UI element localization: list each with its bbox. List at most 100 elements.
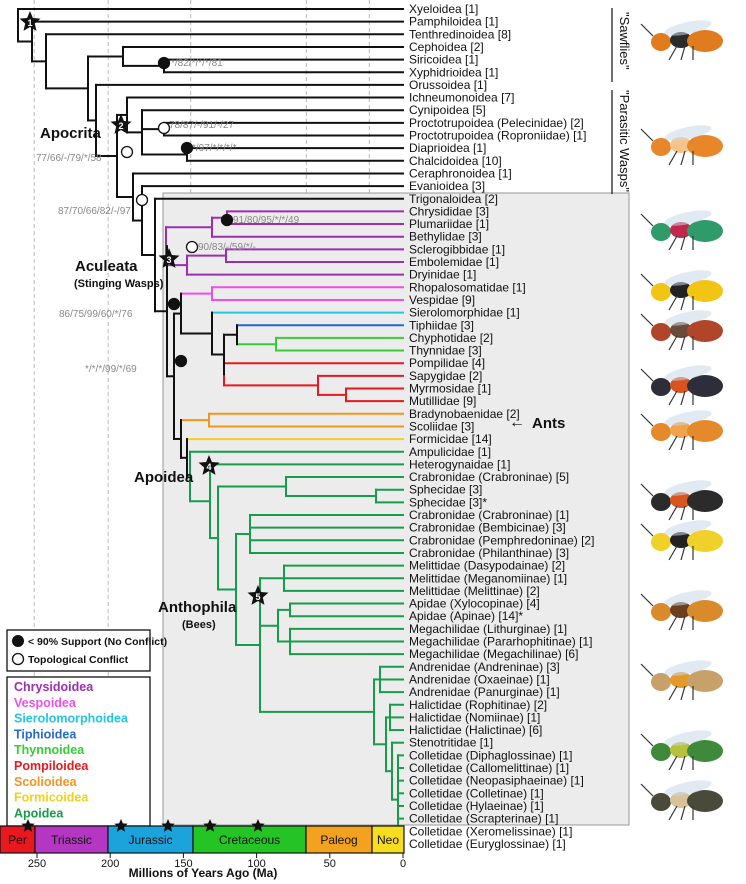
node-markers (120, 56, 234, 368)
taxon-label: Scoliidae [3] (409, 419, 474, 433)
taxon-label: Formicidae [14] (409, 432, 492, 446)
taxon-label: Myrmosidae [1] (409, 382, 491, 396)
taxon-label: Colletidae (Diphaglossinae) [1] (409, 748, 572, 762)
taxon-label: Melittidae (Dasypodainae) [2] (409, 559, 565, 573)
spider-wasp-photo (640, 365, 723, 406)
open-node-icon (11, 652, 25, 666)
superfamily-legend-item: Thynnoidea (14, 743, 85, 757)
geologic-timescale: Per Triassic Jurassic Cretaceous Paleog Neo 25… (0, 819, 406, 870)
support-value: 77/66/-/79/*/58 (36, 153, 102, 164)
taxon-label: Halictidae (Halictinae) [6] (409, 723, 542, 737)
taxon-label: Ceraphronoidea [1] (409, 166, 512, 180)
taxon-label: Siricoidea [1] (409, 53, 478, 67)
taxon-label: Sierolomorphidae [1] (409, 306, 520, 320)
period-label: Triassic (51, 833, 92, 847)
filled-node (157, 56, 171, 70)
taxon-label: Colletidae (Hylaeinae) [1] (409, 799, 544, 813)
legend-filled-label: < 90% Support (No Conflict) (28, 636, 167, 648)
superfamily-legend-item: Scolioidea (14, 775, 78, 789)
taxon-label: Crabronidae (Crabroninae) [5] (409, 470, 569, 484)
star-number: 2 (118, 121, 123, 131)
superfamily-legend-item: Tiphioidea (14, 727, 77, 741)
clade-label-anthophila: Anthophila (158, 599, 237, 616)
node-legend: < 90% Support (No Conflict) Topological … (6, 629, 167, 672)
open-node (120, 145, 134, 159)
timescale-star-icon (114, 819, 128, 832)
clade-sublabel-aculeata: (Stinging Wasps) (74, 278, 164, 290)
open-node (185, 240, 199, 254)
taxon-label: Crabronidae (Philanthinae) [3] (409, 546, 569, 560)
mining-bee-photo (640, 660, 723, 701)
cellophane-bee-photo (640, 780, 723, 821)
period-segment (371, 825, 405, 854)
support-value: */*/*/99/*/69 (85, 364, 137, 375)
taxon-label: Megachilidae (Megachilinae) [6] (409, 647, 578, 661)
axis-tick-label: 200 (101, 858, 119, 870)
taxon-label: Andrenidae (Oxaeinae) [1] (409, 672, 550, 686)
bumble-bee-photo (640, 590, 723, 631)
filled-node (220, 213, 234, 227)
taxon-label: Bradynobaenidae [2] (409, 407, 520, 421)
taxon-label: Dryinidae [1] (409, 268, 476, 282)
taxon-label: Apidae (Xylocopinae) [4] (409, 597, 540, 611)
axis-tick-label: 150 (174, 858, 192, 870)
taxon-label: Orussoidea [1] (409, 78, 487, 92)
velvet-ant-photo (640, 310, 723, 351)
period-label: Cretaceous (219, 833, 280, 847)
taxon-label: Plumariidae [1] (409, 217, 489, 231)
taxon-label: Colletidae (Xeromelissinae) [1] (409, 824, 572, 838)
taxon-label: Cynipoidea [5] (409, 103, 486, 117)
taxon-label: Colletidae (Callomelittinae) [1] (409, 761, 569, 775)
calibration-star-icon (158, 248, 180, 268)
taxon-label: Chrysididae [3] (409, 204, 489, 218)
axis-tick-label: 250 (28, 858, 46, 870)
support-value: 90/83/-/59/*/- (198, 242, 256, 253)
taxon-label: Pamphiloidea [1] (409, 15, 498, 29)
taxon-label: Bethylidae [3] (409, 230, 482, 244)
clade-sublabel-anthophila: (Bees) (182, 619, 216, 631)
timescale-star-icon (161, 819, 175, 832)
taxon-label: Colletidae (Euryglossinae) [1] (409, 837, 566, 851)
timescale-star-icon (21, 819, 35, 832)
period-segment (107, 825, 194, 854)
taxon-label: Rhopalosomatidae [1] (409, 280, 526, 294)
taxon-label: Xyphidrioidea [1] (409, 65, 498, 79)
clade-label-aculeata: Aculeata (75, 258, 138, 275)
taxon-label: Melittidae (Melittinae) [2] (409, 584, 540, 598)
ants-label: Ants (532, 415, 565, 432)
sweat-bee-photo (640, 730, 723, 771)
phylogenetic-tree (17, 8, 404, 845)
axis-tick-label: 100 (247, 858, 265, 870)
insect-photos (640, 20, 723, 821)
taxon-label: Sclerogibbidae [1] (409, 242, 505, 256)
taxon-label: Sphecidae [3]* (409, 495, 487, 509)
superfamily-legend-item: Pompiloidea (14, 759, 89, 773)
cuckoo-wasp-photo (640, 210, 723, 251)
parasitic-wasps-label: "Parasitic Wasps" (617, 90, 632, 192)
taxon-label: Halictidae (Nomiinae) [1] (409, 710, 540, 724)
vespid-wasp-photo (640, 270, 723, 311)
taxon-labels: Xyeloidea [1]Pamphiloidea [1]Tenthredino… (409, 2, 594, 851)
star-number: 3 (166, 255, 171, 265)
clade-label-apoidea: Apoidea (134, 469, 194, 486)
taxon-label: Sapygidae [2] (409, 369, 482, 383)
taxon-label: Xyeloidea [1] (409, 2, 478, 16)
taxon-label: Colletidae (Colletinae) [1] (409, 786, 544, 800)
taxon-label: Andrenidae (Panurginae) [1] (409, 685, 560, 699)
taxon-label: Stenotritidae [1] (409, 736, 493, 750)
period-segment (192, 825, 307, 854)
filled-node-icon (12, 635, 24, 647)
superfamily-legend-item: Chrysidoidea (14, 680, 94, 694)
taxon-label: Crabronidae (Pemphredoninae) [2] (409, 533, 594, 547)
taxon-label: Thynnidae [3] (409, 344, 482, 358)
taxon-label: Proctotrupoidea (Roproniidae) [1] (409, 129, 586, 143)
taxon-label: Trigonaloidea [2] (409, 192, 498, 206)
timescale-axis-label: Millions of Years Ago (Ma) (129, 866, 278, 880)
taxon-label: Ichneumonoidea [7] (409, 91, 514, 105)
timescale-star-icon (251, 819, 265, 832)
taxon-label: Crabronidae (Bembicinae) [3] (409, 521, 566, 535)
taxon-label: Melittidae (Meganomiinae) [1] (409, 571, 567, 585)
taxon-label: Colletidae (Neopasiphaeinae) [1] (409, 774, 584, 788)
calibration-star-icon (19, 11, 41, 31)
